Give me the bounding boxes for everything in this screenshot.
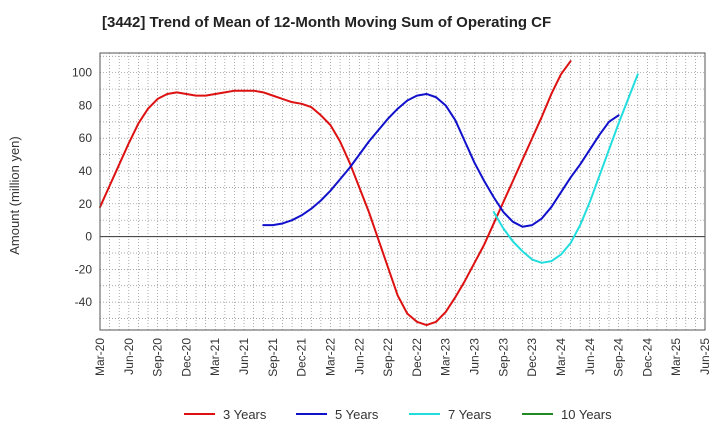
x-tick-label: Mar-23 bbox=[439, 338, 453, 376]
x-tick-labels: Mar-20 Jun-20 Sep-20 Dec-20 Mar-21 Jun-21 Sep-… bbox=[93, 338, 712, 377]
x-tick-label: Jun-22 bbox=[352, 338, 366, 375]
x-tick-label: Jun-25 bbox=[698, 338, 712, 375]
x-tick-label: Sep-21 bbox=[266, 338, 280, 377]
x-tick-label: Dec-21 bbox=[295, 338, 309, 377]
y-tick-labels: -40 -20 0 20 40 60 80 100 bbox=[72, 66, 92, 309]
series-line-5-years bbox=[262, 92, 620, 228]
y-tick-label: 20 bbox=[79, 197, 93, 211]
x-tick-label: Jun-20 bbox=[122, 338, 136, 375]
x-tick-label: Mar-20 bbox=[93, 338, 107, 376]
x-tick-label: Dec-22 bbox=[410, 338, 424, 377]
series-line-3-years bbox=[99, 60, 572, 327]
legend-label: 7 Years bbox=[448, 407, 492, 422]
x-tick-label: Jun-24 bbox=[583, 338, 597, 375]
legend-label: 10 Years bbox=[561, 407, 612, 422]
x-tick-label: Dec-20 bbox=[179, 338, 193, 377]
chart-title: [3442] Trend of Mean of 12-Month Moving … bbox=[102, 14, 552, 31]
series-line-7-years bbox=[492, 73, 639, 264]
x-tick-label: Sep-22 bbox=[381, 338, 395, 377]
x-tick-label: Mar-25 bbox=[669, 338, 683, 376]
y-tick-label: -40 bbox=[75, 295, 93, 309]
x-tick-label: Mar-24 bbox=[554, 338, 568, 376]
y-tick-label: 0 bbox=[85, 230, 92, 244]
x-tick-label: Mar-21 bbox=[208, 338, 222, 376]
legend-label: 3 Years bbox=[223, 407, 267, 422]
x-tick-label: Dec-24 bbox=[640, 338, 654, 377]
x-tick-label: Sep-20 bbox=[151, 338, 165, 377]
y-tick-label: 60 bbox=[79, 131, 93, 145]
x-tick-label: Sep-23 bbox=[496, 338, 510, 377]
y-axis-label: Amount (million yen) bbox=[7, 136, 22, 255]
x-tick-label: Mar-22 bbox=[323, 338, 337, 376]
series-layer bbox=[99, 60, 639, 327]
plot-frame bbox=[99, 52, 706, 331]
y-tick-label: 80 bbox=[79, 98, 93, 112]
x-tick-label: Jun-23 bbox=[468, 338, 482, 375]
y-tick-label: 40 bbox=[79, 164, 93, 178]
x-tick-label: Sep-24 bbox=[612, 338, 626, 377]
y-tick-label: 100 bbox=[72, 66, 92, 80]
x-tick-label: Jun-21 bbox=[237, 338, 251, 375]
legend-label: 5 Years bbox=[335, 407, 379, 422]
legend: 3 Years 5 Years 7 Years 10 Years bbox=[184, 407, 612, 422]
x-tick-label: Dec-23 bbox=[525, 338, 539, 377]
y-tick-label: -20 bbox=[75, 262, 93, 276]
